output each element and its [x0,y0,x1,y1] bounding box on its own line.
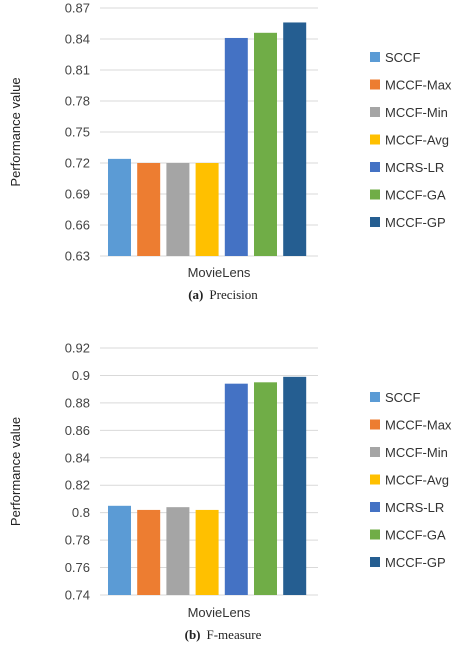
bar-mcrs-lr [224,383,248,595]
y-tick-label: 0.69 [65,187,90,202]
legend-swatch [370,419,380,430]
legend-label: MCRS-LR [385,500,444,515]
bar-mccf-ga [254,382,277,595]
legend-label: MCCF-Min [385,105,448,120]
bar-mcrs-lr [224,37,248,256]
legend-swatch [370,529,380,540]
y-tick-label: 0.84 [65,450,90,465]
bar-mccf-ga [254,32,277,256]
legend-label: MCCF-GP [385,555,446,570]
legend-swatch [370,502,380,512]
y-tick-label: 0.86 [65,423,90,438]
legend-label: MCCF-Avg [385,473,449,488]
y-tick-label: 0.81 [65,63,90,78]
y-tick-label: 0.78 [65,533,90,548]
legend-swatch [370,447,380,457]
x-category-label: MovieLens [188,605,251,620]
legend-swatch [370,79,380,90]
y-tick-label: 0.63 [65,249,90,264]
chart-caption: (b) F-measure [185,627,262,642]
y-axis-label: Performance value [8,77,23,186]
legend-swatch [370,162,380,172]
y-tick-label: 0.74 [65,588,90,603]
y-axis-label: Performance value [8,417,23,526]
bar-mccf-avg [195,509,219,595]
caption-text: Precision [209,287,258,302]
caption-label: (a) [188,287,203,302]
y-tick-label: 0.72 [65,156,90,171]
bar-sccf [108,158,131,256]
chart-0: 0.63 0.66 0.69 0.72 0.75 0.78 0.81 0.84 0.87 Perf… [8,1,452,303]
y-tick-label: 0.76 [65,560,90,575]
legend-swatch [370,474,380,485]
y-tick-label: 0.87 [65,1,90,16]
bar-mccf-min [166,507,190,595]
caption-label: (b) [185,627,201,642]
bar-mccf-max [137,163,161,256]
legend-label: MCCF-Avg [385,133,449,148]
legend-label: MCCF-GA [385,188,446,203]
y-tick-label: 0.66 [65,218,90,233]
legend-swatch [370,392,380,402]
y-tick-label: 0.82 [65,478,90,493]
bar-sccf [108,505,131,595]
legend-swatch [370,217,380,227]
legend-label: MCCF-GA [385,528,446,543]
legend-label: MCRS-LR [385,160,444,175]
bar-mccf-min [166,163,190,256]
legend-label: SCCF [385,50,420,65]
legend-swatch [370,134,380,145]
y-tick-label: 0.9 [72,368,90,383]
y-tick-label: 0.92 [65,341,90,356]
chart-caption: (a) Precision [188,287,258,302]
bar-mccf-gp [283,22,307,256]
y-tick-label: 0.78 [65,94,90,109]
caption-text: F-measure [207,627,262,642]
y-tick-label: 0.8 [72,505,90,520]
y-tick-label: 0.84 [65,32,90,47]
legend-label: MCCF-Min [385,445,448,460]
legend-label: MCCF-GP [385,215,446,230]
legend-swatch [370,189,380,200]
y-tick-label: 0.75 [65,125,90,140]
bar-mccf-avg [195,163,219,256]
legend-swatch [370,557,380,567]
bar-mccf-max [137,509,161,595]
legend-label: SCCF [385,390,420,405]
legend-label: MCCF-Max [385,418,452,433]
legend-label: MCCF-Max [385,78,452,93]
x-category-label: MovieLens [188,265,251,280]
y-tick-label: 0.88 [65,395,90,410]
bar-mccf-gp [283,376,307,595]
chart-1: 0.74 0.76 0.78 0.8 0.82 0.84 0.86 0.88 0.9 0.92 Pe… [8,341,452,643]
legend-swatch [370,52,380,62]
legend-swatch [370,107,380,117]
